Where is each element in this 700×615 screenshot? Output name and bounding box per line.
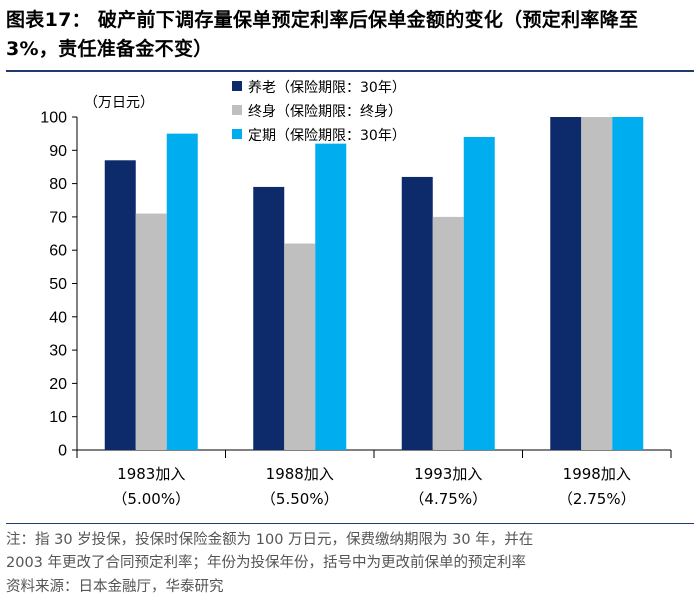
x-tick-label: 1988加入 (266, 465, 334, 483)
y-unit-label: （万日元） (84, 95, 154, 111)
note-line-1: 注：指 30 岁投保，投保时保险金额为 100 万日元，保费缴纳期限为 30 年… (6, 529, 696, 552)
y-tick-label: 40 (49, 309, 67, 326)
y-tick-label: 60 (49, 243, 67, 260)
bar-1-2 (253, 187, 284, 450)
chart-title: 图表17： 破产前下调存量保单预定利率后保单金额的变化（预定利率降至 3%，责任… (6, 6, 696, 64)
y-tick-label: 50 (49, 276, 67, 293)
legend-label-2: 终身（保险期限：终身） (248, 104, 402, 120)
x-tick-label: 1998加入 (563, 465, 631, 483)
bar-3-4 (612, 117, 643, 450)
bar-2-1 (136, 214, 167, 450)
y-tick-label: 100 (40, 110, 67, 127)
y-tick-label: 0 (58, 443, 67, 460)
x-tick-sublabel: （4.75%） (409, 490, 487, 508)
y-tick-label: 30 (49, 343, 67, 360)
legend-label-1: 养老（保险期限：30年） (248, 80, 406, 96)
legend-label-3: 定期（保险期限：30年） (248, 128, 406, 144)
bar-1-4 (550, 117, 581, 450)
bar-2-3 (433, 217, 464, 450)
legend-swatch-3 (232, 129, 242, 139)
bar-2-2 (284, 244, 315, 450)
note-line-2: 2003 年更改了合同预定利率；年份为投保年份，括号中为更改前保单的预定利率 (6, 552, 696, 575)
notes-divider (6, 523, 694, 524)
bar-1-1 (105, 160, 136, 450)
bar-chart: （万日元） 0 10 20 30 40 50 60 70 80 90 100 1983加入 （5.00%）… (0, 72, 700, 522)
y-tick-label: 80 (49, 176, 67, 193)
x-tick-label: 1993加入 (414, 465, 482, 483)
y-tick-label: 10 (49, 409, 67, 426)
x-tick-sublabel: （5.50%） (261, 490, 339, 508)
bar-2-4 (581, 117, 612, 450)
legend-swatch-2 (232, 105, 242, 115)
bar-3-2 (315, 144, 346, 450)
x-tick-sublabel: （5.00%） (112, 490, 190, 508)
source-line: 资料来源：日本金融厅，华泰研究 (6, 576, 696, 599)
y-tick-label: 20 (49, 376, 67, 393)
legend-swatch-1 (232, 81, 242, 91)
x-tick-label: 1983加入 (117, 465, 185, 483)
y-tick-label: 90 (49, 143, 67, 160)
y-tick-label: 70 (49, 209, 67, 226)
bar-3-3 (464, 137, 495, 450)
bar-1-3 (402, 177, 433, 450)
x-tick-sublabel: （2.75%） (558, 490, 636, 508)
bar-3-1 (167, 134, 198, 450)
